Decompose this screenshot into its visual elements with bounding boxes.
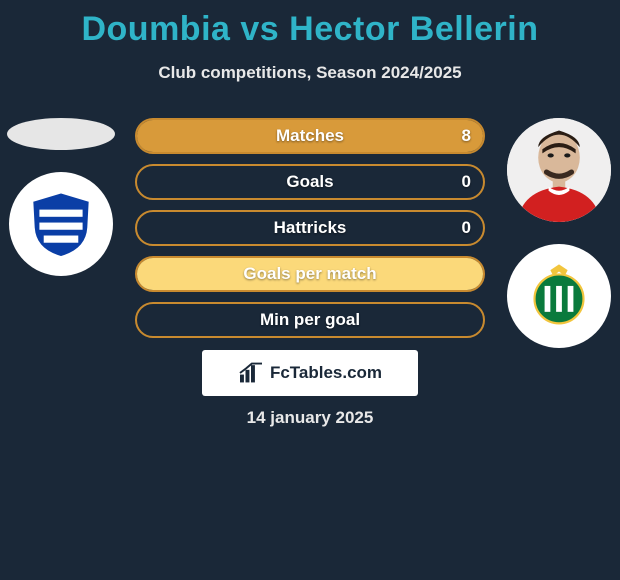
page-title: Doumbia vs Hector Bellerin [0, 0, 620, 49]
stat-row: Hattricks0 [135, 210, 485, 246]
stat-value-right: 0 [462, 172, 471, 192]
player-right-avatar [507, 118, 611, 222]
stat-row: Min per goal [135, 302, 485, 338]
stat-value-right: 0 [462, 218, 471, 238]
date-text: 14 january 2025 [0, 408, 620, 428]
stat-row: Matches8 [135, 118, 485, 154]
right-column [504, 118, 614, 348]
player-left-team-logo [9, 172, 113, 276]
stat-row: Goals0 [135, 164, 485, 200]
stat-label: Min per goal [137, 310, 483, 330]
alaves-crest-icon [25, 188, 97, 260]
bar-chart-icon [238, 362, 264, 384]
stat-row: Goals per match [135, 256, 485, 292]
subtitle: Club competitions, Season 2024/2025 [0, 63, 620, 83]
stat-fill-right [137, 120, 483, 152]
player-left-avatar-blank [7, 118, 115, 150]
stats-panel: Matches8Goals0Hattricks0Goals per matchM… [135, 118, 485, 348]
branding-text: FcTables.com [270, 363, 382, 383]
betis-crest-icon [523, 260, 595, 332]
stat-label: Hattricks [137, 218, 483, 238]
stat-label: Goals [137, 172, 483, 192]
player-right-team-logo [507, 244, 611, 348]
branding-badge: FcTables.com [202, 350, 418, 396]
stat-fill-right [137, 258, 483, 290]
left-column [6, 118, 116, 276]
